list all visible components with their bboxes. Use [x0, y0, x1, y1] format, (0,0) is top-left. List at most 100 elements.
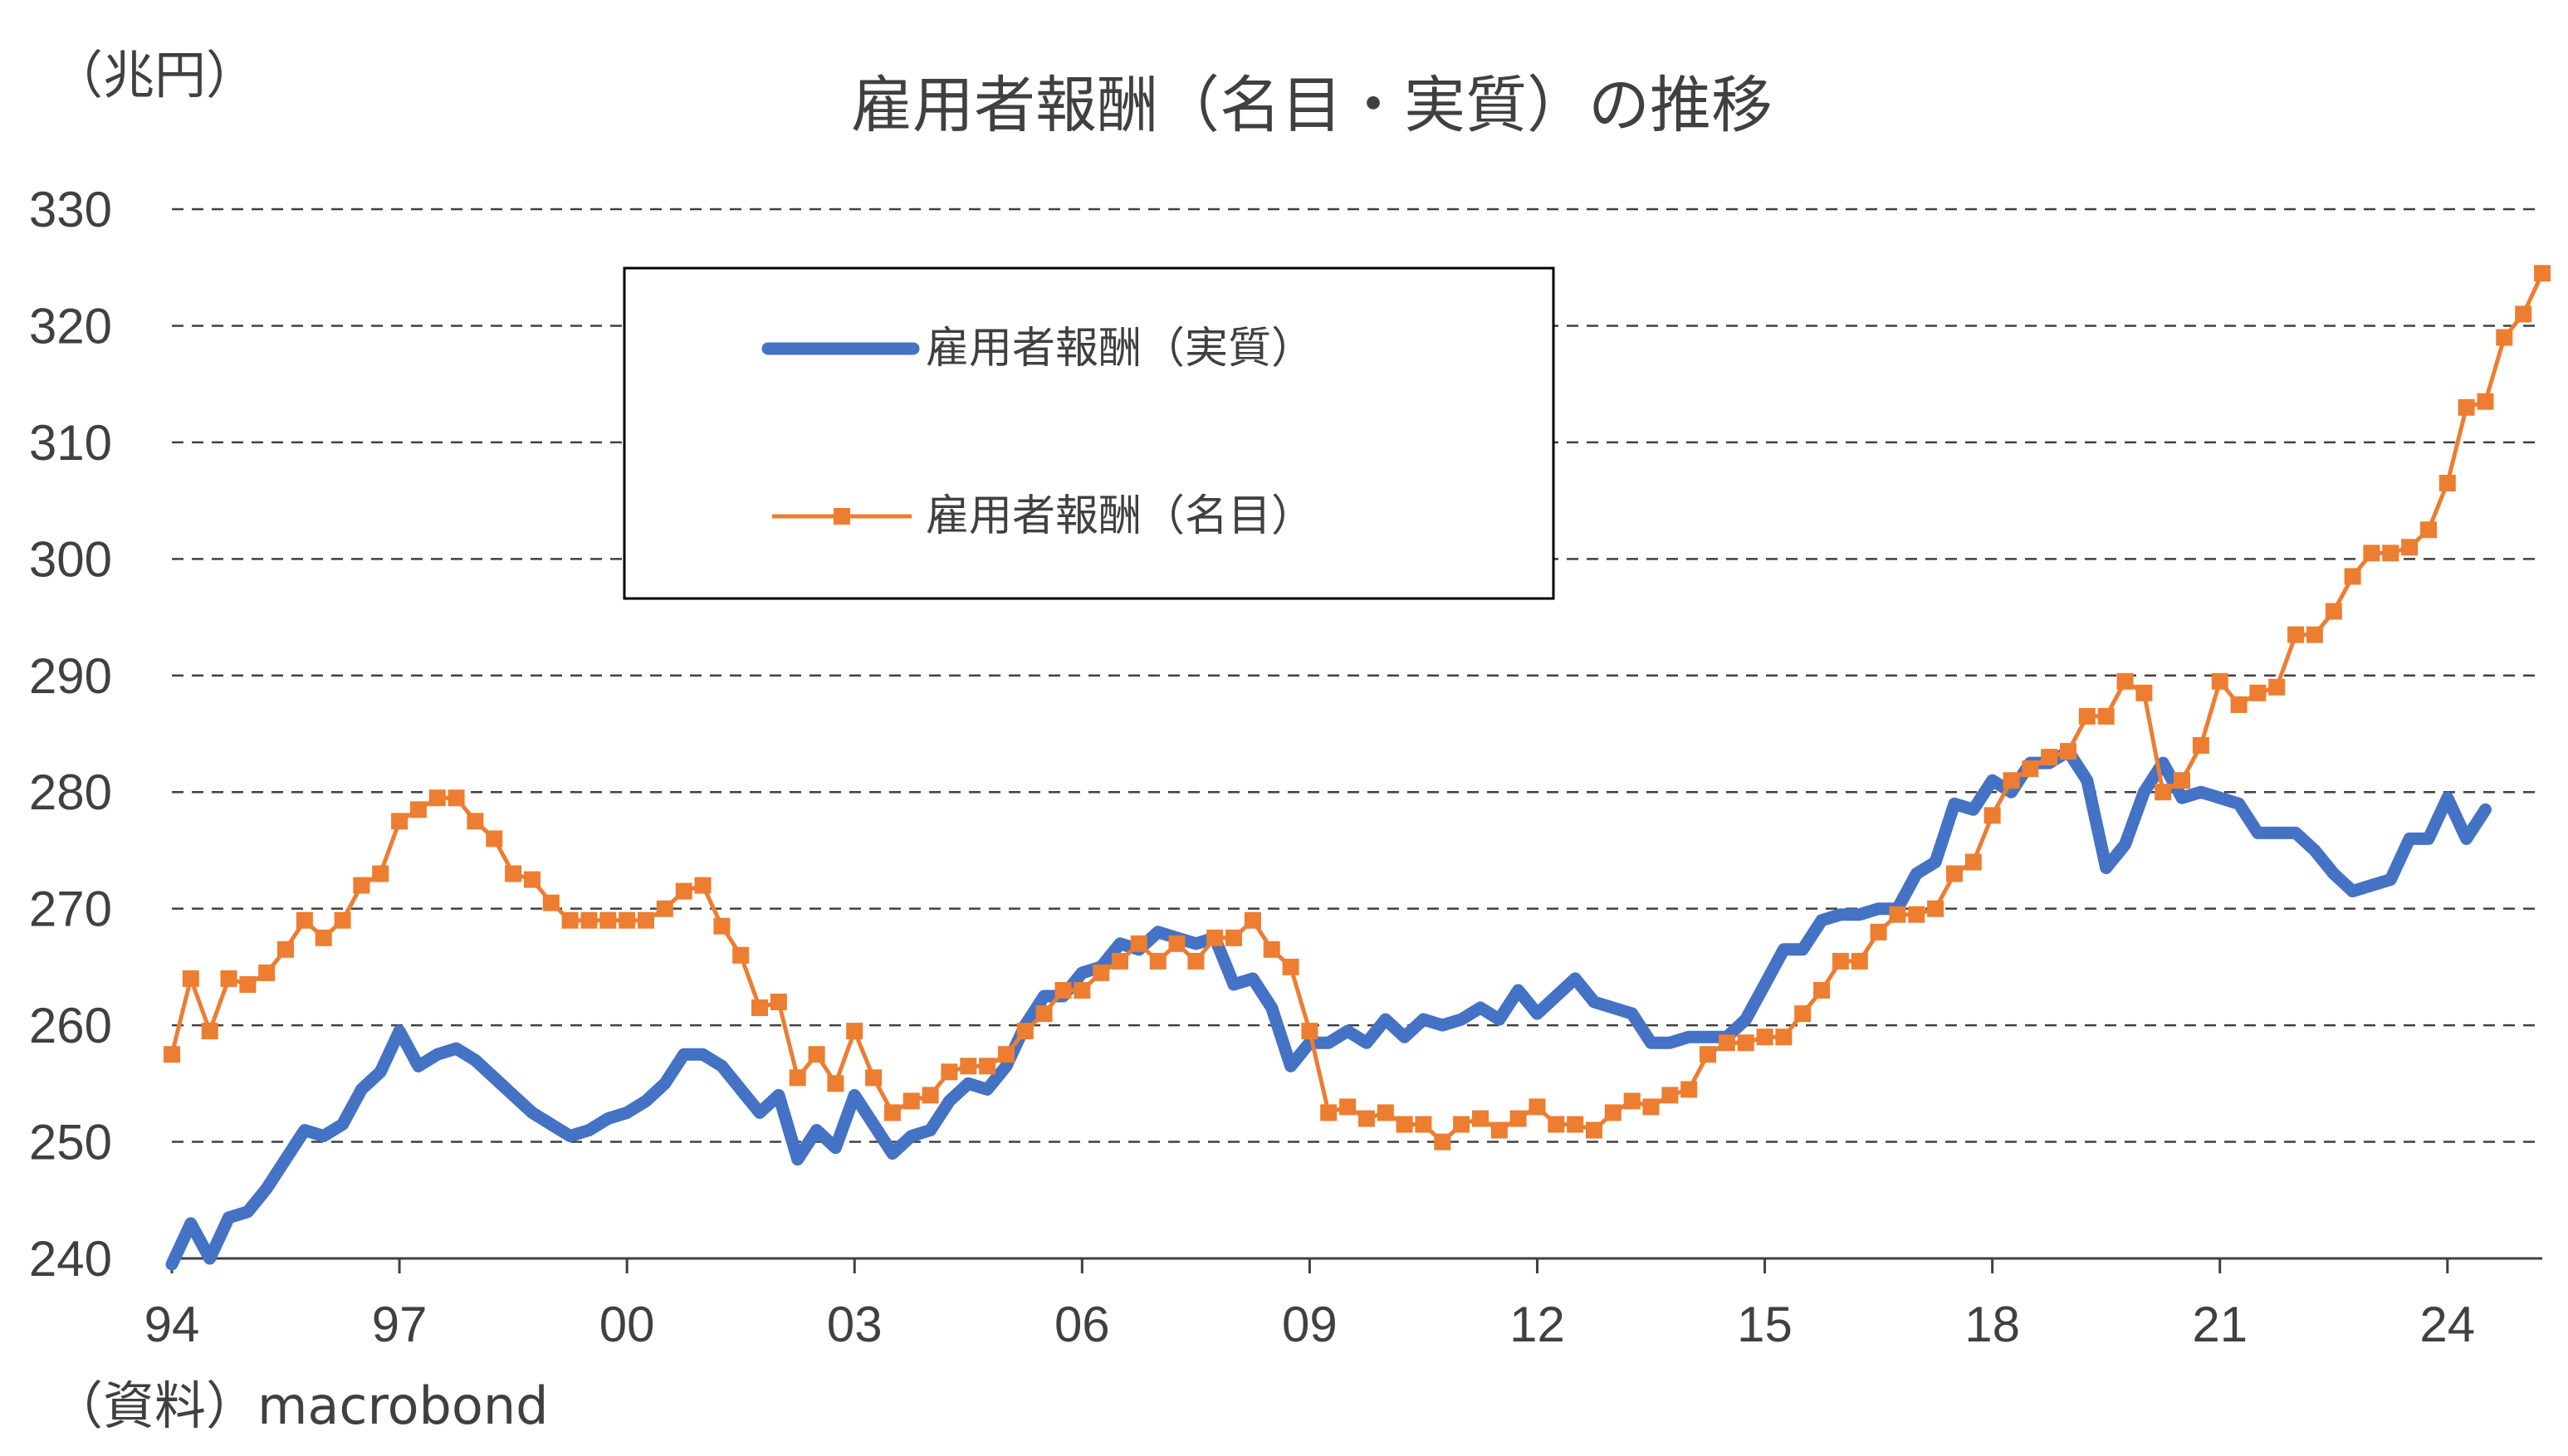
data-point-nominal [2211, 672, 2228, 690]
data-point-nominal [675, 882, 692, 900]
data-point-nominal [1282, 958, 1299, 975]
data-point-nominal [1035, 1005, 1053, 1023]
data-point-nominal [561, 911, 579, 929]
data-point-nominal [2287, 626, 2305, 643]
data-point-nominal [580, 911, 598, 929]
data-point-nominal [941, 1063, 958, 1081]
data-point-nominal [979, 1058, 996, 1075]
data-point-nominal [448, 789, 465, 807]
data-point-nominal [1320, 1104, 1338, 1121]
y-tick-label: 280 [29, 765, 112, 820]
data-point-nominal [2060, 743, 2076, 760]
data-point-nominal [201, 1023, 218, 1040]
x-tick-label: 24 [2419, 1297, 2475, 1352]
data-point-nominal [2306, 626, 2323, 643]
data-point-nominal [1415, 1116, 1432, 1133]
data-point-nominal [542, 894, 560, 911]
data-point-nominal [2155, 784, 2172, 801]
x-tick-label: 18 [1964, 1297, 2020, 1352]
data-point-nominal [1718, 1034, 1735, 1052]
data-point-nominal [1700, 1046, 1716, 1063]
data-point-nominal [846, 1023, 863, 1040]
x-tick-label: 94 [144, 1297, 200, 1352]
data-point-nominal [865, 1069, 883, 1087]
data-point-nominal [960, 1058, 977, 1075]
data-point-nominal [1661, 1087, 1679, 1104]
data-point-nominal [2401, 539, 2419, 556]
y-tick-label: 290 [29, 648, 112, 704]
data-point-nominal [409, 801, 427, 818]
x-tick-label: 12 [1509, 1297, 1565, 1352]
data-point-nominal [656, 900, 673, 917]
data-point-nominal [1472, 1110, 1489, 1127]
data-point-nominal [1093, 964, 1110, 981]
data-point-nominal [1832, 952, 1849, 970]
data-point-nominal [808, 1046, 825, 1063]
data-point-nominal [638, 911, 654, 929]
data-point-nominal [1737, 1034, 1754, 1052]
data-point-nominal [2116, 672, 2134, 690]
data-point-nominal [1983, 807, 2001, 824]
data-point-nominal [1964, 853, 1982, 871]
x-tick-label: 21 [2192, 1297, 2248, 1352]
data-point-nominal [2135, 684, 2153, 701]
data-point-nominal [524, 871, 541, 888]
data-point-nominal [751, 999, 768, 1016]
data-point-nominal [1794, 1005, 1812, 1023]
series-layer [164, 265, 2551, 1271]
data-point-nominal [827, 1075, 844, 1092]
data-point-nominal [2496, 329, 2513, 346]
data-point-nominal [1642, 1098, 1660, 1116]
y-tick-label: 330 [29, 182, 112, 237]
data-point-nominal [1434, 1133, 1451, 1151]
data-point-nominal [1567, 1116, 1584, 1133]
data-point-nominal [2458, 398, 2475, 416]
data-point-nominal [2268, 678, 2286, 696]
data-point-nominal [1149, 952, 1167, 970]
data-point-nominal [2174, 772, 2190, 789]
data-point-nominal [353, 877, 370, 894]
data-point-nominal [1756, 1028, 1773, 1046]
data-point-nominal [1054, 982, 1072, 999]
legend-box [623, 266, 1555, 600]
data-point-nominal [599, 911, 617, 929]
data-point-nominal [1927, 900, 1944, 917]
data-point-nominal [1130, 935, 1147, 952]
data-point-nominal [2041, 749, 2058, 766]
x-tick-label: 06 [1054, 1297, 1110, 1352]
source-label: （資料）macrobond [51, 1375, 548, 1436]
data-point-nominal [1529, 1098, 1546, 1116]
data-point-nominal [428, 789, 446, 807]
data-point-nominal [1548, 1116, 1565, 1133]
series-line-real [165, 745, 2492, 1271]
data-point-nominal [1016, 1023, 1034, 1040]
legend: 雇用者報酬（実質） 雇用者報酬（名目） [623, 266, 1555, 600]
y-tick-label: 320 [29, 298, 112, 354]
data-point-nominal [1396, 1116, 1413, 1133]
data-point-nominal [1112, 952, 1128, 970]
data-point-nominal [2078, 707, 2096, 725]
y-tick-label: 270 [29, 882, 112, 937]
data-point-nominal [164, 1046, 180, 1063]
x-tick-label: 09 [1282, 1297, 1338, 1352]
data-point-nominal [2230, 696, 2248, 713]
x-tick-label: 15 [1737, 1297, 1793, 1352]
data-point-nominal [1509, 1110, 1527, 1127]
data-point-nominal [1339, 1098, 1357, 1116]
y-tick-label: 240 [29, 1231, 112, 1287]
data-point-nominal [2022, 760, 2039, 778]
data-point-nominal [1206, 929, 1224, 946]
data-point-nominal [505, 865, 522, 882]
data-point-nominal [239, 976, 257, 993]
chart-title: 雇用者報酬（名目・実質）の推移 [851, 70, 1773, 141]
data-point-nominal [182, 970, 199, 987]
data-point-nominal [2534, 265, 2551, 282]
data-point-nominal [391, 813, 408, 830]
data-point-nominal [467, 813, 484, 830]
data-point-nominal [732, 946, 750, 964]
data-point-nominal [770, 994, 787, 1010]
data-point-nominal [315, 929, 332, 946]
data-point-nominal [998, 1046, 1015, 1063]
